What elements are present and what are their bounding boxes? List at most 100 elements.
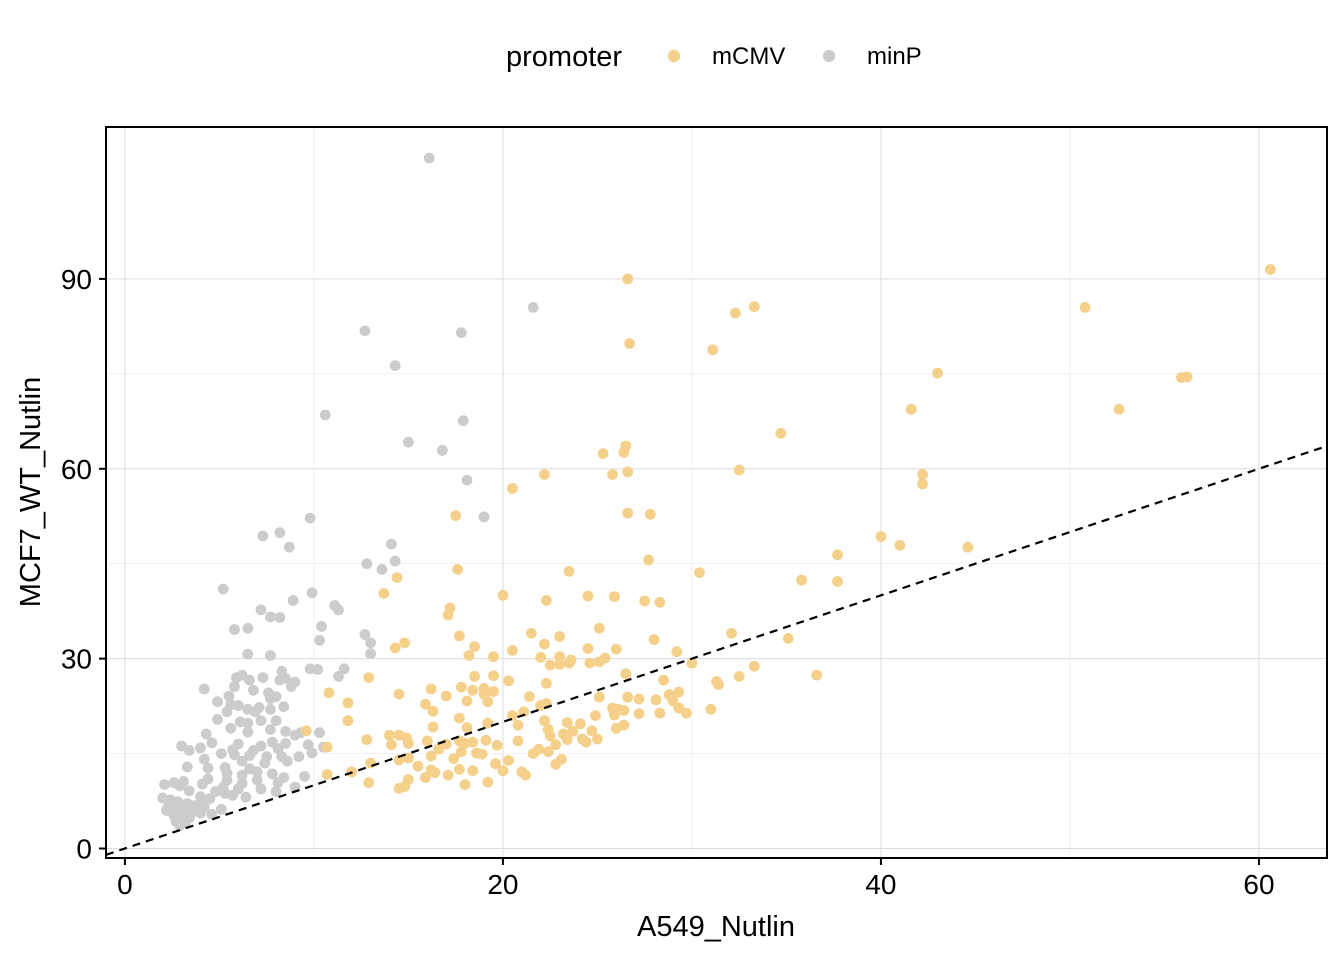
point-mcmv	[932, 367, 943, 379]
point-mcmv	[300, 725, 312, 737]
point-mcmv	[609, 591, 620, 602]
identity-reference-line	[106, 444, 1327, 856]
point-mcmv	[467, 765, 479, 777]
point-minp	[265, 611, 276, 623]
point-mcmv	[610, 722, 622, 734]
point-mcmv	[544, 659, 556, 671]
point-mcmv	[535, 652, 547, 663]
point-minp	[257, 530, 269, 542]
point-mcmv	[454, 712, 465, 724]
point-mcmv	[393, 688, 405, 700]
point-minp	[299, 771, 310, 782]
point-minp	[259, 757, 271, 769]
point-mcmv	[454, 630, 465, 642]
point-mcmv	[917, 478, 928, 490]
point-minp	[272, 743, 284, 754]
grid-lines	[106, 127, 1327, 858]
point-minp	[232, 700, 244, 711]
point-minp	[206, 808, 218, 820]
point-mcmv	[654, 596, 666, 608]
point-minp	[278, 701, 290, 713]
point-mcmv	[425, 750, 437, 762]
y-axis-title: MCF7_WT_Nutlin	[15, 377, 47, 607]
point-minp	[287, 595, 299, 606]
point-minp	[255, 740, 267, 752]
point-minp	[312, 664, 324, 675]
point-mcmv	[342, 697, 354, 709]
point-mcmv	[620, 668, 632, 680]
point-minp	[221, 706, 233, 718]
point-minp	[304, 512, 316, 524]
point-mcmv	[544, 730, 556, 742]
point-mcmv	[609, 709, 620, 721]
point-minp	[270, 786, 282, 797]
point-mcmv	[433, 743, 445, 755]
point-mcmv	[550, 739, 562, 751]
point-mcmv	[654, 707, 666, 719]
point-minp	[386, 538, 397, 550]
point-mcmv	[482, 696, 494, 708]
legend-label-minp: minP	[867, 43, 922, 70]
point-minp	[242, 717, 254, 729]
point-minp	[314, 634, 325, 646]
point-mcmv	[633, 708, 645, 720]
point-minp	[251, 766, 263, 778]
point-minp	[229, 624, 240, 635]
point-mcmv	[673, 686, 685, 698]
point-minp	[236, 755, 248, 767]
point-minp	[197, 778, 208, 790]
point-mcmv	[658, 674, 669, 686]
y-tick-label: 0	[76, 834, 92, 865]
point-minp	[217, 583, 229, 595]
point-minp	[270, 715, 282, 727]
point-minp	[159, 779, 171, 790]
point-minp	[255, 715, 267, 727]
point-minp	[195, 742, 206, 754]
point-minp	[437, 445, 448, 456]
point-mcmv	[454, 764, 465, 775]
point-mcmv	[507, 645, 518, 656]
point-mcmv	[461, 722, 473, 733]
point-mcmv	[512, 719, 524, 731]
point-mcmv	[463, 650, 475, 661]
point-minp	[338, 663, 350, 675]
point-mcmv	[554, 651, 565, 663]
y-tick-label: 90	[61, 264, 92, 295]
data-points	[157, 152, 1276, 832]
point-mcmv	[748, 301, 760, 313]
point-minp	[319, 409, 331, 421]
point-minp	[274, 527, 286, 539]
point-mcmv	[482, 717, 494, 729]
point-mcmv	[455, 681, 467, 693]
point-minp	[527, 302, 539, 313]
point-minp	[198, 796, 210, 808]
point-minp	[244, 750, 256, 761]
point-mcmv	[361, 734, 373, 745]
legend-label-mcmv: mCMV	[712, 43, 785, 70]
point-mcmv	[520, 769, 531, 781]
point-mcmv	[875, 531, 887, 542]
point-mcmv	[590, 710, 601, 721]
point-minp	[195, 807, 206, 819]
point-mcmv	[469, 641, 480, 652]
point-mcmv	[342, 715, 354, 727]
point-minp	[403, 436, 414, 448]
point-mcmv	[425, 764, 437, 776]
point-minp	[302, 739, 314, 751]
point-mcmv	[775, 427, 787, 439]
point-mcmv	[459, 779, 471, 790]
x-axis-title: A549_Nutlin	[637, 911, 795, 943]
point-mcmv	[618, 705, 630, 716]
point-mcmv	[539, 715, 550, 727]
point-mcmv	[707, 344, 719, 356]
point-minp	[231, 672, 242, 683]
point-mcmv	[705, 703, 717, 715]
point-mcmv	[378, 588, 390, 599]
point-mcmv	[323, 687, 335, 699]
legend: promoter mCMV minP	[506, 41, 922, 73]
point-mcmv	[582, 643, 594, 654]
point-minp	[242, 726, 254, 738]
point-mcmv	[421, 735, 433, 747]
legend-title: promoter	[506, 41, 622, 73]
point-mcmv	[733, 464, 745, 476]
